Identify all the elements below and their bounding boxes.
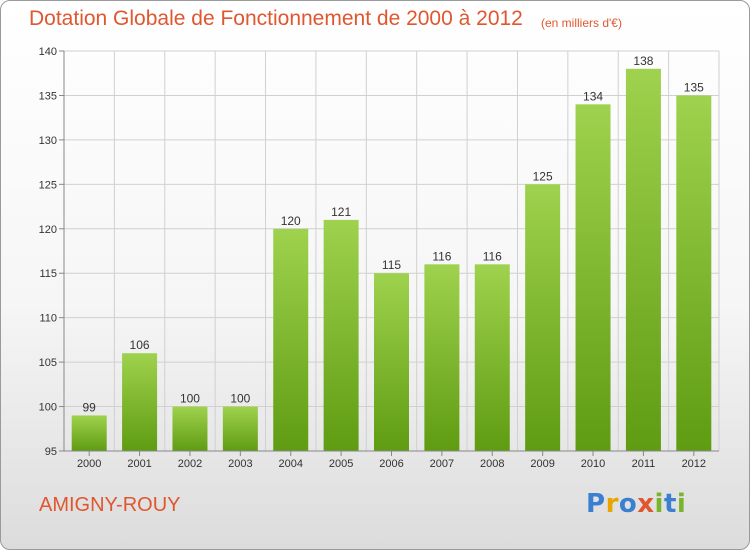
value-label-2011: 138 — [633, 54, 653, 68]
y-tick-label: 125 — [39, 179, 57, 191]
bar-2011 — [625, 68, 661, 452]
chart-subtitle: (en milliers d'€) — [541, 16, 622, 30]
bar-2004 — [273, 228, 309, 451]
y-tick-label: 95 — [45, 446, 57, 458]
value-label-2000: 99 — [83, 400, 97, 414]
x-tick-label-2005: 2005 — [329, 458, 353, 470]
value-label-2004: 120 — [281, 214, 301, 228]
bar-2009 — [525, 184, 561, 452]
chart-title: Dotation Globale de Fonctionnement de 20… — [29, 7, 523, 30]
label-layer: 99 106 100 100 120 121 115 116 116 125 134 138 135 — [83, 54, 705, 415]
x-tick-label-2002: 2002 — [178, 458, 202, 470]
value-label-2002: 100 — [180, 392, 200, 406]
x-tick-label-2008: 2008 — [480, 458, 504, 470]
bar-2000 — [71, 415, 107, 451]
x-tick-label-2004: 2004 — [278, 458, 302, 470]
x-tick-label-2009: 2009 — [530, 458, 554, 470]
x-tick-label-2006: 2006 — [379, 458, 403, 470]
value-label-2009: 125 — [533, 169, 553, 183]
value-label-2001: 106 — [130, 338, 150, 352]
y-tick-label: 115 — [39, 268, 57, 280]
bar-2005 — [323, 219, 359, 451]
bar-2001 — [122, 353, 158, 451]
x-tick-label-2000: 2000 — [77, 458, 101, 470]
logo-letter: r — [605, 489, 619, 519]
value-label-2003: 100 — [230, 392, 250, 406]
bar-2007 — [424, 264, 460, 451]
x-tick-label-2001: 2001 — [127, 458, 151, 470]
y-tick-label: 100 — [39, 402, 57, 414]
commune-name: AMIGNY-ROUY — [39, 494, 181, 516]
value-label-2010: 134 — [583, 89, 603, 103]
y-tick-label: 130 — [39, 135, 57, 147]
y-tick-label: 135 — [39, 90, 57, 102]
logo-letter: i — [676, 489, 687, 519]
bar-2012 — [676, 95, 712, 451]
logo-letter: t — [663, 489, 677, 519]
bar-2006 — [374, 273, 409, 451]
bar-2002 — [172, 406, 208, 451]
y-tick-label: 110 — [39, 313, 57, 325]
x-tick-label-2011: 2011 — [632, 458, 656, 470]
bar-2003 — [222, 406, 258, 451]
proxiti-logo[interactable]: Proxiti — [586, 489, 686, 519]
x-tick-label-2010: 2010 — [581, 458, 605, 470]
logo-letter: x — [637, 489, 655, 519]
y-tick-label: 105 — [39, 357, 57, 369]
x-tick-label-2012: 2012 — [682, 458, 706, 470]
bar-layer — [71, 68, 712, 452]
axis-layer: 95 100 105 110 115 120 125 130 135 140 2000 2001 200… — [39, 46, 719, 470]
value-label-2012: 135 — [684, 80, 704, 94]
x-tick-label-2003: 2003 — [228, 458, 252, 470]
bar-2008 — [474, 264, 510, 451]
logo-letter: o — [618, 489, 638, 519]
bar-2010 — [575, 104, 611, 451]
value-label-2007: 116 — [432, 249, 451, 263]
value-label-2006: 115 — [382, 258, 401, 272]
y-tick-label: 120 — [39, 224, 57, 236]
value-label-2008: 116 — [483, 249, 502, 263]
logo-letter: P — [586, 489, 606, 519]
logo-letter: i — [654, 489, 664, 519]
x-tick-label-2007: 2007 — [430, 458, 454, 470]
value-label-2005: 121 — [331, 205, 351, 219]
y-tick-label: 140 — [39, 46, 57, 58]
